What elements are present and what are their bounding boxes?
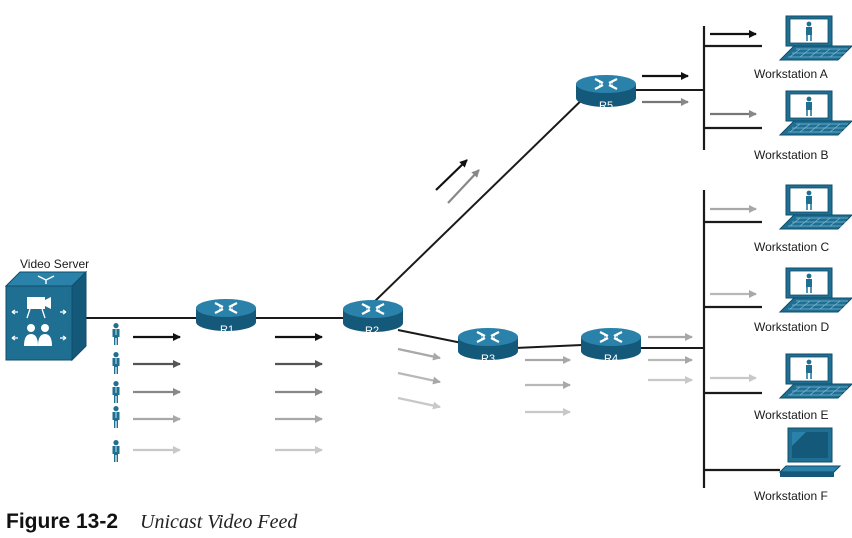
workstation-d-label: Workstation D (754, 320, 829, 334)
router-r3-label: R3 (481, 353, 495, 365)
stream-arrow (397, 347, 441, 361)
workstation-f-desktop-icon (778, 427, 842, 477)
workstation-d-icon (779, 267, 852, 313)
user-icon (112, 439, 120, 463)
stream-arrow (397, 396, 441, 410)
workstation-b-label: Workstation B (754, 148, 828, 162)
router-r2-label: R2 (365, 325, 379, 337)
stream-arrow (447, 169, 480, 204)
stream-arrow (397, 371, 441, 385)
video-server-icon (4, 270, 88, 362)
network-diagram: Video Server R1 R2 R3 R4 R5 Workstation … (4, 15, 852, 503)
video-stream-arrows (133, 30, 757, 454)
network-links (86, 89, 704, 349)
stream-arrow (435, 159, 468, 191)
workstation-c-label: Workstation C (754, 240, 829, 254)
lan-segments (702, 26, 780, 488)
figure-number: Figure 13-2 (6, 510, 119, 533)
workstation-b-icon (779, 90, 852, 136)
user-icon (112, 351, 120, 375)
video-server-label: Video Server (20, 257, 89, 271)
user-icon (112, 380, 120, 404)
workstation-a-icon (779, 15, 852, 61)
router-r5-label: R5 (599, 100, 613, 112)
workstation-f-label: Workstation F (754, 489, 828, 503)
workstation-a-label: Workstation A (754, 67, 828, 81)
workstation-c-icon (779, 184, 852, 230)
user-icon (112, 405, 120, 429)
router-r1-label: R1 (220, 324, 234, 336)
figure-caption: Figure 13-2 Unicast Video Feed (6, 510, 297, 534)
figure-title: Unicast Video Feed (140, 511, 298, 533)
router-r4-label: R4 (604, 353, 618, 365)
user-icon (112, 322, 120, 346)
workstation-e-icon (779, 353, 852, 399)
workstation-e-label: Workstation E (754, 408, 828, 422)
